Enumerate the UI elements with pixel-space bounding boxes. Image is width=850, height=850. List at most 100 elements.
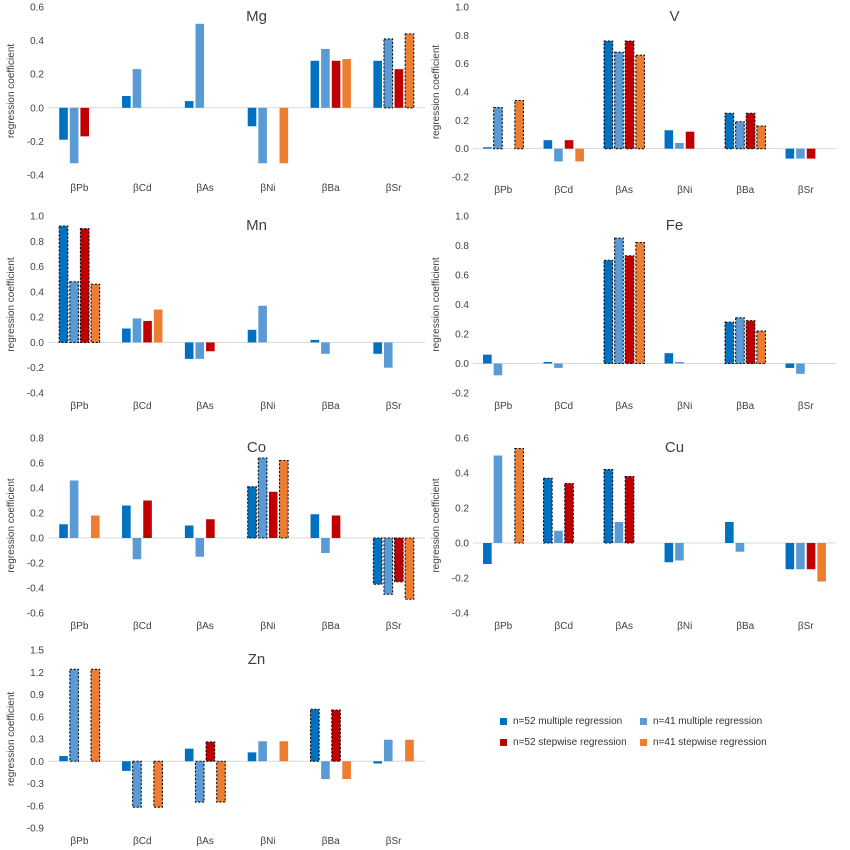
bar-fe-ni-n52-multiple <box>664 353 674 364</box>
y-tick-label: 0.4 <box>30 36 44 47</box>
bar-co-ni-n52-multiple <box>247 486 257 539</box>
bar-v-pb-n41-stepwise <box>514 99 524 150</box>
x-tick-label: βSr <box>386 401 402 412</box>
y-tick-label: -0.4 <box>27 389 45 400</box>
bar-mn-cd-n52-stepwise <box>143 320 152 343</box>
bar-fe-as-n52-multiple <box>603 259 614 365</box>
bar-co-as-n52-stepwise <box>206 519 215 538</box>
y-tick-label: -0.2 <box>27 363 45 374</box>
x-tick-label: βCd <box>133 183 152 194</box>
bar-cu-sr-n52-multiple <box>785 543 795 570</box>
bar-mn-ni-n52-multiple <box>247 329 257 343</box>
bar-v-pb-n52-multiple <box>483 147 492 149</box>
x-tick-label: βNi <box>260 401 275 412</box>
bar-co-ni-n52-stepwise <box>268 491 278 538</box>
chart-title: Zn <box>248 651 266 668</box>
bar-zn-pb-n41-multiple <box>69 668 79 762</box>
y-axis-label: regression coefficient <box>6 44 17 139</box>
legend: n=52 multiple regression n=41 multiple r… <box>500 716 800 756</box>
x-tick-label: βNi <box>677 185 692 196</box>
bar-mg-as-n41-multiple <box>195 23 205 108</box>
x-tick-label: βPb <box>494 401 512 412</box>
chart-title: Fe <box>666 217 684 234</box>
bar-cu-ba-n52-multiple <box>725 522 734 543</box>
x-tick-label: βBa <box>322 621 340 632</box>
bar-co-ni-n41-stepwise <box>278 459 289 539</box>
bar-mn-pb-n41-stepwise <box>90 283 101 343</box>
bar-zn-ba-n41-stepwise <box>342 761 351 780</box>
bar-mn-ni-n41-multiple <box>258 305 267 343</box>
x-tick-label: βBa <box>736 621 754 632</box>
chart-v: -0.2 0.0 0.2 0.4 0.6 0.8 1.0 regression coeffic… <box>431 3 836 196</box>
y-axis-label: regression coefficient <box>431 478 442 573</box>
y-tick-label: 0.6 <box>455 271 469 282</box>
bar-fe-ba-n41-stepwise <box>756 330 766 365</box>
x-tick-label: βPb <box>70 836 88 847</box>
y-tick-label: 0.0 <box>30 757 44 768</box>
bar-co-as-n52-multiple <box>184 525 194 538</box>
y-tick-label: 0.2 <box>30 70 44 81</box>
y-tick-label: 0.9 <box>30 690 44 701</box>
y-tick-label: 1.0 <box>455 212 469 223</box>
y-tick-label: 0.2 <box>30 509 44 520</box>
bar-zn-ba-n52-multiple <box>309 708 320 762</box>
x-tick-label: βSr <box>386 836 402 847</box>
y-tick-label: -0.2 <box>27 137 45 148</box>
bar-co-cd-n52-stepwise <box>143 500 152 538</box>
chart-mn: -0.4 -0.2 0.0 0.2 0.4 0.6 0.8 1.0 regression coe… <box>6 212 425 412</box>
legend-item-n52-multiple: n=52 multiple regression <box>500 716 622 727</box>
x-tick-label: βAs <box>196 836 213 847</box>
legend-label-n41-stepwise: n=41 stepwise regression <box>653 737 767 748</box>
bar-mg-ba-n41-stepwise <box>342 59 351 108</box>
y-tick-label: 0.2 <box>455 504 469 515</box>
bar-cu-cd-n41-multiple <box>554 530 563 543</box>
bar-mg-sr-n41-multiple <box>383 38 394 109</box>
x-tick-label: βCd <box>554 185 573 196</box>
bar-mg-ba-n41-multiple <box>321 49 330 108</box>
legend-swatch-n52-stepwise <box>500 739 507 746</box>
y-axis-label: regression coefficient <box>6 478 17 573</box>
bar-mn-cd-n41-multiple <box>132 318 142 343</box>
y-tick-label: 0.6 <box>455 59 469 70</box>
y-tick-label: 0.8 <box>30 434 44 445</box>
chart-title: V <box>669 8 679 25</box>
y-tick-label: 0.4 <box>30 484 44 495</box>
bar-v-ba-n41-multiple <box>735 121 745 150</box>
bar-mg-pb-n52-stepwise <box>80 107 90 137</box>
x-tick-label: βCd <box>133 836 152 847</box>
y-tick-label: 0.8 <box>455 241 469 252</box>
x-tick-label: βBa <box>736 401 754 412</box>
y-tick-label: -0.6 <box>27 801 45 812</box>
bar-fe-ba-n52-stepwise <box>745 320 756 365</box>
y-tick-label: 0.0 <box>455 144 469 155</box>
bar-mg-cd-n41-multiple <box>132 69 142 108</box>
bar-co-cd-n52-multiple <box>122 505 131 538</box>
bar-mg-ni-n52-multiple <box>247 107 257 127</box>
bar-v-cd-n41-stepwise <box>575 148 584 162</box>
bar-cu-ba-n41-multiple <box>735 543 745 552</box>
chart-mg: -0.4 -0.2 0.0 0.2 0.4 0.6 regression coefficie… <box>6 3 425 194</box>
bar-cu-pb-n41-stepwise <box>514 447 524 544</box>
legend-label-n41-multiple: n=41 multiple regression <box>653 716 763 727</box>
bar-fe-as-n41-stepwise <box>635 242 645 365</box>
y-tick-label: 0.0 <box>455 539 469 550</box>
bar-mn-as-n52-multiple <box>184 342 194 359</box>
bar-co-sr-n41-multiple <box>383 537 394 595</box>
bar-zn-sr-n41-stepwise <box>405 739 414 762</box>
bar-mn-ba-n41-multiple <box>321 342 330 354</box>
y-tick-label: 0.2 <box>30 313 44 324</box>
y-tick-label: 0.4 <box>455 88 469 99</box>
x-tick-label: βPb <box>494 185 512 196</box>
y-tick-label: 1.0 <box>30 212 44 223</box>
bar-mn-pb-n52-multiple <box>58 225 69 343</box>
y-tick-label: 0.2 <box>455 116 469 127</box>
bar-cu-ni-n52-multiple <box>664 543 674 563</box>
bar-co-pb-n52-multiple <box>59 524 68 538</box>
chart-title: Mg <box>246 8 267 25</box>
bar-co-sr-n52-stepwise <box>394 537 404 583</box>
bar-co-sr-n52-multiple <box>372 537 383 585</box>
bar-mg-pb-n41-multiple <box>69 107 79 164</box>
bar-zn-cd-n41-multiple <box>132 760 142 808</box>
bar-zn-ba-n41-multiple <box>321 761 330 780</box>
